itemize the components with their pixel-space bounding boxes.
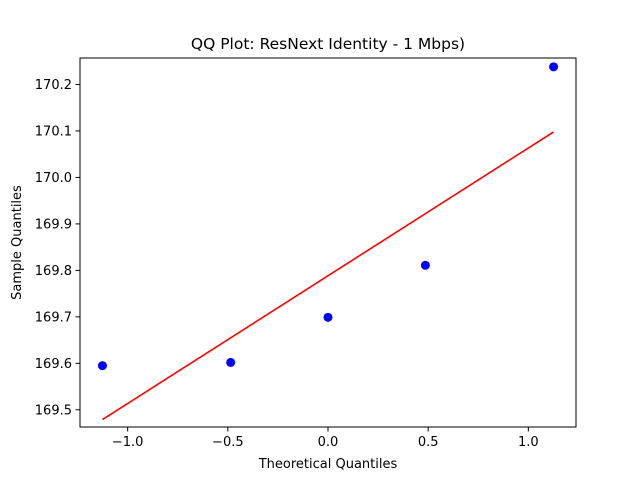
x-tick-label: −0.5 <box>212 435 244 450</box>
chart-title: QQ Plot: ResNext Identity - 1 Mbps) <box>191 35 465 53</box>
y-axis-title: Sample Quantiles <box>10 185 25 300</box>
x-tick-label: 0.0 <box>318 435 339 450</box>
x-tick-label: 1.0 <box>518 435 539 450</box>
y-tick-label: 170.0 <box>35 171 72 186</box>
y-tick-label: 169.7 <box>35 310 72 325</box>
fit-line <box>102 131 554 421</box>
points-layer <box>97 62 559 371</box>
y-tick-label: 170.2 <box>35 78 72 93</box>
fit-line-layer <box>102 131 554 421</box>
data-point <box>226 357 236 367</box>
data-point <box>323 312 333 322</box>
x-axis-ticks: −1.0 −0.5 0.0 0.5 1.0 <box>112 427 539 450</box>
data-point <box>549 62 559 72</box>
y-tick-label: 169.9 <box>35 217 72 232</box>
data-point <box>97 361 107 371</box>
x-tick-label: −1.0 <box>112 435 144 450</box>
y-tick-label: 169.8 <box>35 264 72 279</box>
x-tick-label: 0.5 <box>418 435 439 450</box>
y-tick-label: 170.1 <box>35 124 72 139</box>
y-tick-label: 169.5 <box>35 403 72 418</box>
plot-area <box>80 58 576 427</box>
data-point <box>420 260 430 270</box>
y-axis-ticks: 169.5 169.6 169.7 169.8 169.9 170.0 170.1 170.2 <box>35 78 80 418</box>
x-axis-title: Theoretical Quantiles <box>258 457 398 472</box>
y-tick-label: 169.6 <box>35 357 72 372</box>
